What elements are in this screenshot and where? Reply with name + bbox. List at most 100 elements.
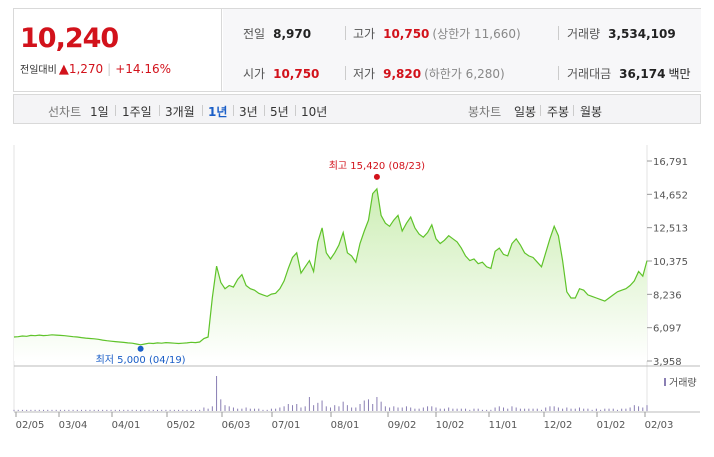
x-tick-label: 02/05 xyxy=(16,420,45,431)
volume-bar xyxy=(216,376,218,411)
period-1d[interactable]: 1일 xyxy=(90,105,109,119)
x-tick-label: 02/03 xyxy=(645,420,674,431)
change-label: 전일대비 xyxy=(20,65,57,76)
volume-bar xyxy=(127,409,129,411)
period-10y[interactable]: 10년 xyxy=(301,105,328,119)
stat-low: 저가 9,820 (하한가 6,280) xyxy=(353,67,505,81)
volume-bar xyxy=(321,400,323,411)
volume-bar xyxy=(106,409,108,411)
volume-legend-label: 거래량 xyxy=(669,377,697,389)
volume-bar xyxy=(135,409,137,411)
volume-bar xyxy=(279,407,281,411)
volume-bar xyxy=(76,409,78,411)
candle-daily[interactable]: 일봉 xyxy=(514,105,537,119)
candle-monthly[interactable]: 월봉 xyxy=(580,105,603,119)
volume-bar xyxy=(199,409,201,411)
change-percent: +14.16% xyxy=(115,62,172,76)
volume-bar xyxy=(616,409,618,411)
y-tick-label: 6,097 xyxy=(653,324,682,335)
divider xyxy=(558,26,559,40)
volume-bar xyxy=(194,409,196,411)
volume-bar xyxy=(34,409,36,411)
volume-bar xyxy=(232,407,234,411)
volume-bar xyxy=(591,409,593,411)
volume-bar xyxy=(367,399,369,411)
volume-bar xyxy=(211,406,213,411)
volume-bar xyxy=(549,406,551,411)
volume-bar xyxy=(578,407,580,411)
volume-bar xyxy=(536,408,538,411)
volume-bar xyxy=(224,405,226,411)
y-tick-label: 8,236 xyxy=(653,290,682,301)
candle-weekly[interactable]: 주봉 xyxy=(547,105,570,119)
volume-bar xyxy=(30,409,32,411)
volume-bar xyxy=(570,408,572,411)
volume-bar xyxy=(629,407,631,411)
volume-bar xyxy=(372,404,374,411)
volume-bar xyxy=(363,400,365,411)
period-1y[interactable]: 1년 xyxy=(208,105,228,119)
volume-bar xyxy=(595,408,597,411)
current-price: 10,240 xyxy=(20,23,119,54)
volume-bar xyxy=(325,406,327,411)
volume-bar xyxy=(422,407,424,411)
volume-bar xyxy=(431,406,433,411)
volume-bar xyxy=(296,404,298,411)
divider xyxy=(233,105,234,116)
volume-bar xyxy=(498,406,500,411)
volume-bar xyxy=(418,408,420,411)
volume-bar xyxy=(507,408,509,411)
volume-bar xyxy=(59,409,61,411)
volume-bar xyxy=(55,409,57,411)
volume-bar xyxy=(283,406,285,411)
period-1w[interactable]: 1주일 xyxy=(122,105,152,119)
volume-bar xyxy=(241,408,243,411)
volume-bar xyxy=(621,408,623,411)
volume-bar xyxy=(435,407,437,411)
volume-bar xyxy=(486,409,488,411)
volume-bar xyxy=(178,409,180,411)
volume-bar xyxy=(317,402,319,411)
divider xyxy=(573,105,574,116)
volume-bar xyxy=(165,409,167,411)
volume-bar xyxy=(21,409,23,411)
volume-bar xyxy=(17,409,19,411)
period-3y[interactable]: 3년 xyxy=(239,105,258,119)
x-tick-label: 08/01 xyxy=(331,420,360,431)
volume-bar xyxy=(152,409,154,411)
x-tick-label: 06/03 xyxy=(222,420,251,431)
volume-bar xyxy=(545,407,547,411)
volume-bar xyxy=(85,409,87,411)
volume-bar xyxy=(427,406,429,411)
line-chart-label: 선차트 xyxy=(48,105,82,119)
volume-bar xyxy=(583,408,585,411)
volume-bar xyxy=(410,407,412,411)
change-amount: 1,270 xyxy=(68,62,104,76)
volume-bar xyxy=(566,407,568,411)
volume-bar xyxy=(625,408,627,411)
volume-bar xyxy=(553,406,555,411)
volume-bar xyxy=(465,408,467,411)
volume-bar xyxy=(600,409,602,411)
divider xyxy=(558,66,559,80)
volume-bar xyxy=(380,401,382,411)
divider xyxy=(115,105,116,116)
stat-prev: 전일 8,970 xyxy=(243,27,312,41)
volume-bar xyxy=(220,399,222,411)
volume-bar xyxy=(38,409,40,411)
volume-bar xyxy=(557,407,559,411)
period-5y[interactable]: 5년 xyxy=(270,105,289,119)
volume-bar xyxy=(258,408,260,411)
volume-bar xyxy=(456,408,458,411)
volume-bar xyxy=(144,409,146,411)
volume-bar xyxy=(532,408,534,411)
x-tick-label: 10/02 xyxy=(436,420,465,431)
high-marker xyxy=(373,173,380,180)
volume-bar xyxy=(562,408,564,411)
stat-open: 시가 10,750 xyxy=(243,67,320,81)
volume-bar xyxy=(389,407,391,411)
period-3m[interactable]: 3개월 xyxy=(165,105,195,119)
volume-bar xyxy=(190,409,192,411)
volume-bar xyxy=(119,409,120,411)
